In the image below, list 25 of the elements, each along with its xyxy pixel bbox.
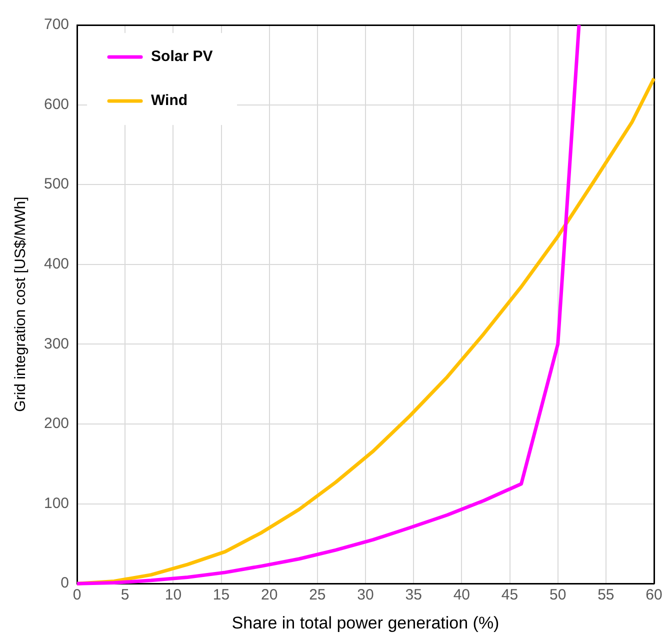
- x-tick-label: 20: [261, 586, 278, 604]
- y-axis-title: Grid integration cost [US$/MWh]: [12, 196, 30, 412]
- x-tick-label: 50: [549, 586, 566, 604]
- x-tick-label: 25: [309, 586, 326, 604]
- legend-label: Wind: [151, 92, 188, 110]
- y-tick-label: 100: [44, 494, 70, 512]
- x-tick-label: 5: [120, 586, 130, 604]
- x-tick-label: 15: [212, 586, 230, 604]
- legend-label: Solar PV: [151, 48, 213, 66]
- x-tick-label: 30: [357, 586, 374, 604]
- x-tick-label: 0: [72, 586, 82, 604]
- y-tick-label: 200: [44, 415, 70, 432]
- y-tick-label: 500: [44, 176, 70, 193]
- y-tick-label: 0: [60, 574, 70, 592]
- y-tick-label: 700: [44, 16, 70, 34]
- x-tick-label: 55: [598, 586, 614, 604]
- x-axis-title: Share in total power generation (%): [232, 613, 500, 632]
- y-tick-label: 400: [44, 256, 70, 273]
- x-tick-label: 45: [501, 586, 518, 604]
- x-tick-label: 40: [453, 586, 470, 604]
- x-tick-label: 10: [164, 586, 182, 604]
- x-tick-label: 60: [646, 586, 662, 604]
- y-tick-label: 600: [44, 96, 70, 113]
- x-tick-label: 35: [405, 586, 422, 604]
- y-tick-label: 300: [44, 335, 70, 352]
